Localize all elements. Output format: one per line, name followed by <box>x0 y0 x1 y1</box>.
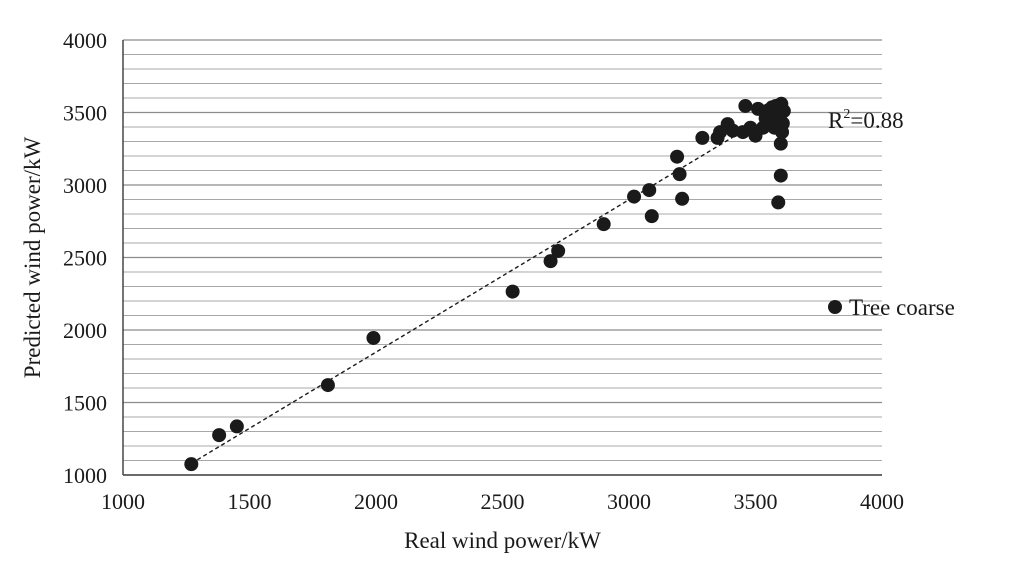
r-squared-value: =0.88 <box>850 108 903 133</box>
data-point <box>738 98 753 113</box>
legend: Tree coarse <box>828 295 955 320</box>
data-point <box>543 254 558 269</box>
data-point <box>776 104 791 119</box>
y-tick-label: 2500 <box>63 246 107 271</box>
data-point <box>596 217 611 232</box>
x-tick-labels: 1000 1500 2000 2500 3000 3500 4000 <box>101 489 904 514</box>
data-point <box>642 183 657 198</box>
data-point <box>184 457 199 472</box>
data-point <box>627 189 642 204</box>
x-tick-label: 3500 <box>734 489 778 514</box>
data-point <box>675 191 690 206</box>
data-point <box>505 284 520 299</box>
data-point <box>366 330 381 345</box>
y-tick-labels: 1000 1500 2000 2500 3000 3500 4000 <box>63 28 107 488</box>
data-points <box>184 96 791 472</box>
data-point <box>670 149 685 164</box>
r-squared-prefix: R <box>828 108 844 133</box>
y-tick-label: 3000 <box>63 173 107 198</box>
x-tick-label: 2000 <box>354 489 398 514</box>
data-point <box>773 136 788 151</box>
r-squared-superscript: 2 <box>843 107 850 122</box>
x-tick-label: 3000 <box>607 489 651 514</box>
y-tick-label: 3500 <box>63 101 107 126</box>
legend-marker <box>828 300 842 314</box>
data-point <box>212 428 227 443</box>
x-tick-label: 1500 <box>228 489 272 514</box>
x-axis-title: Real wind power/kW <box>404 528 601 553</box>
y-tick-label: 4000 <box>63 28 107 53</box>
x-tick-label: 1000 <box>101 489 145 514</box>
x-tick-label: 4000 <box>860 489 904 514</box>
data-point <box>551 243 566 258</box>
legend-label: Tree coarse <box>849 295 955 320</box>
r-squared-annotation: R2=0.88 <box>828 107 904 133</box>
y-axis-title: Predicted wind power/kW <box>20 136 45 378</box>
y-tick-label: 2000 <box>63 318 107 343</box>
data-point <box>775 116 790 131</box>
y-tick-label: 1000 <box>63 463 107 488</box>
data-point <box>229 419 244 434</box>
axes <box>122 40 882 476</box>
x-tick-label: 2500 <box>481 489 525 514</box>
data-point <box>771 195 786 210</box>
y-tick-label: 1500 <box>63 391 107 416</box>
data-point <box>695 130 710 145</box>
data-point <box>672 167 687 182</box>
trendline <box>190 135 736 464</box>
data-point <box>320 378 335 393</box>
data-point <box>644 209 659 224</box>
data-point <box>773 168 788 183</box>
